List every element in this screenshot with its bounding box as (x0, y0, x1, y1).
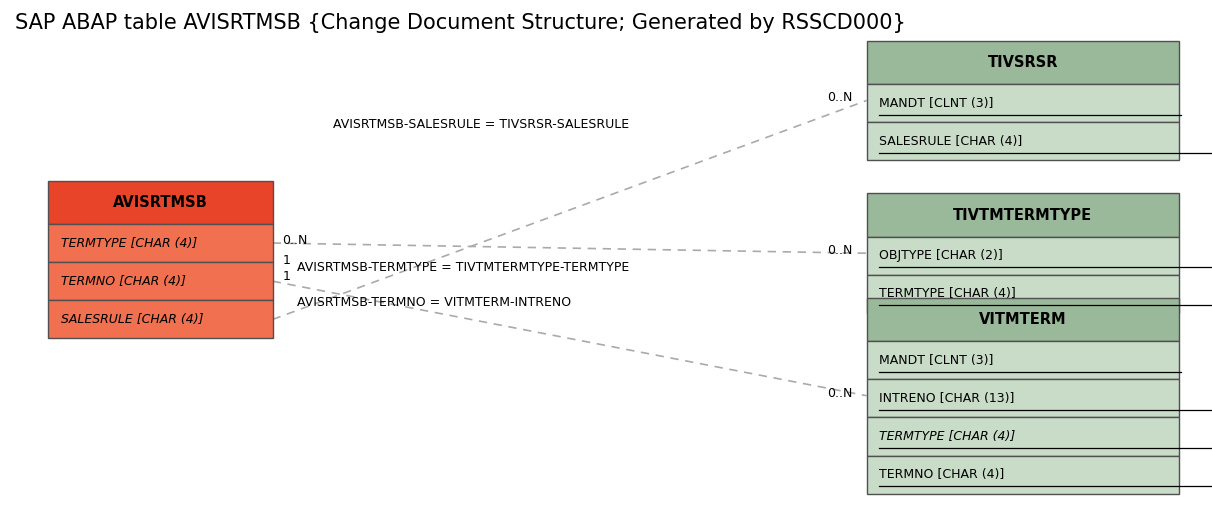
Text: 0..N: 0..N (827, 92, 852, 104)
Text: SALESRULE [CHAR (4)]: SALESRULE [CHAR (4)] (61, 313, 204, 326)
FancyBboxPatch shape (867, 122, 1179, 160)
Text: AVISRTMSB-SALESRULE = TIVSRSR-SALESRULE: AVISRTMSB-SALESRULE = TIVSRSR-SALESRULE (333, 118, 629, 131)
FancyBboxPatch shape (867, 417, 1179, 456)
Text: 0..N: 0..N (827, 244, 852, 257)
FancyBboxPatch shape (867, 193, 1179, 237)
Text: AVISRTMSB: AVISRTMSB (113, 195, 208, 210)
Text: TIVSRSR: TIVSRSR (988, 55, 1058, 70)
FancyBboxPatch shape (867, 298, 1179, 341)
Text: TERMTYPE [CHAR (4)]: TERMTYPE [CHAR (4)] (61, 237, 196, 249)
Text: INTRENO [CHAR (13)]: INTRENO [CHAR (13)] (879, 392, 1014, 405)
FancyBboxPatch shape (48, 224, 273, 262)
FancyBboxPatch shape (867, 84, 1179, 122)
Text: 0..N: 0..N (282, 234, 308, 247)
Text: TERMTYPE [CHAR (4)]: TERMTYPE [CHAR (4)] (879, 430, 1014, 443)
FancyBboxPatch shape (867, 275, 1179, 313)
FancyBboxPatch shape (867, 41, 1179, 84)
FancyBboxPatch shape (48, 181, 273, 224)
Text: 0..N: 0..N (827, 387, 852, 400)
Text: OBJTYPE [CHAR (2)]: OBJTYPE [CHAR (2)] (879, 249, 1002, 262)
Text: AVISRTMSB-TERMNO = VITMTERM-INTRENO: AVISRTMSB-TERMNO = VITMTERM-INTRENO (297, 296, 571, 309)
Text: MANDT [CLNT (3)]: MANDT [CLNT (3)] (879, 97, 993, 109)
Text: 1: 1 (282, 254, 290, 267)
Text: SAP ABAP table AVISRTMSB {Change Document Structure; Generated by RSSCD000}: SAP ABAP table AVISRTMSB {Change Documen… (15, 13, 905, 33)
Text: TERMTYPE [CHAR (4)]: TERMTYPE [CHAR (4)] (879, 288, 1016, 300)
FancyBboxPatch shape (867, 341, 1179, 379)
FancyBboxPatch shape (48, 262, 273, 300)
Text: TIVTMTERMTYPE: TIVTMTERMTYPE (954, 208, 1092, 222)
Text: VITMTERM: VITMTERM (979, 312, 1067, 327)
Text: TERMNO [CHAR (4)]: TERMNO [CHAR (4)] (61, 275, 185, 288)
FancyBboxPatch shape (867, 379, 1179, 417)
Text: 1: 1 (282, 270, 290, 282)
Text: TERMNO [CHAR (4)]: TERMNO [CHAR (4)] (879, 468, 1004, 481)
FancyBboxPatch shape (867, 456, 1179, 494)
Text: SALESRULE [CHAR (4)]: SALESRULE [CHAR (4)] (879, 135, 1022, 148)
Text: MANDT [CLNT (3)]: MANDT [CLNT (3)] (879, 354, 993, 366)
Text: AVISRTMSB-TERMTYPE = TIVTMTERMTYPE-TERMTYPE: AVISRTMSB-TERMTYPE = TIVTMTERMTYPE-TERMT… (297, 261, 629, 274)
FancyBboxPatch shape (867, 237, 1179, 275)
FancyBboxPatch shape (48, 300, 273, 338)
